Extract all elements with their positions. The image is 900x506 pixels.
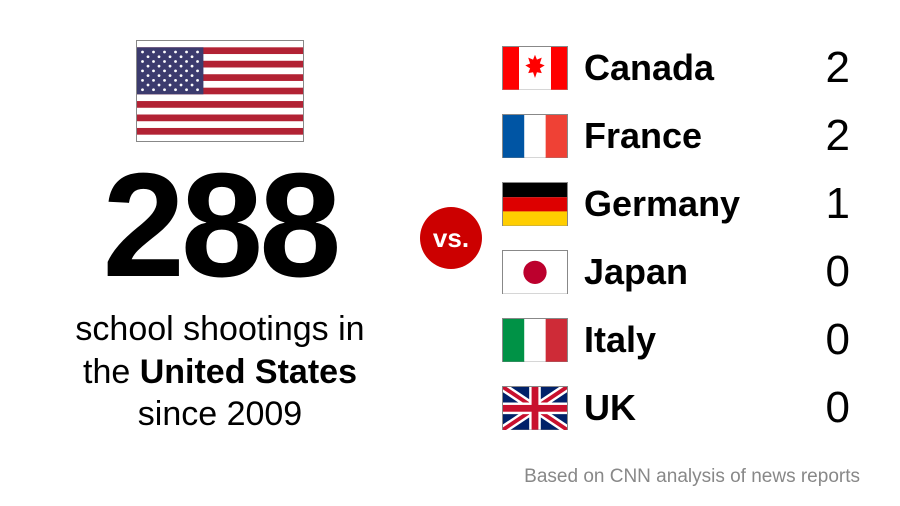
us-panel: 288 school shootings in the United State… [40,40,400,436]
country-name: Japan [584,251,688,293]
country-row: UK 0 [502,374,860,442]
country-value: 0 [826,315,860,365]
country-row: France 2 [502,102,860,170]
country-left: Germany [502,182,740,226]
germany-flag-icon [502,182,568,226]
country-value: 2 [826,43,860,93]
italy-flag-icon [502,318,568,362]
country-value: 0 [826,383,860,433]
country-value: 2 [826,111,860,161]
source-note: Based on CNN analysis of news reports [524,466,860,488]
country-row: Canada 2 [502,34,860,102]
subtext-line3: since 2009 [138,395,302,433]
infographic-container: 288 school shootings in the United State… [0,0,900,506]
canada-flag-icon [502,46,568,90]
country-name: UK [584,387,636,429]
country-name: Canada [584,47,714,89]
country-row: Japan 0 [502,238,860,306]
japan-flag-icon [502,250,568,294]
country-left: UK [502,386,636,430]
vs-badge: vs. [420,207,482,269]
us-flag-icon [136,40,304,142]
country-name: France [584,115,702,157]
country-left: Italy [502,318,656,362]
country-left: France [502,114,702,158]
subtext-line2-pre: the [83,353,140,391]
countries-panel: Canada 2 France 2 Germany 1 Japan 0 Ital… [502,34,860,442]
uk-flag-icon [502,386,568,430]
france-flag-icon [502,114,568,158]
subtext-line1: school shootings in [75,310,364,348]
country-name: Germany [584,183,740,225]
subtext-line2-bold: United States [140,353,357,391]
country-left: Canada [502,46,714,90]
country-name: Italy [584,319,656,361]
country-value: 1 [826,179,860,229]
country-row: Germany 1 [502,170,860,238]
country-row: Italy 0 [502,306,860,374]
vs-label: vs. [433,223,469,254]
country-value: 0 [826,247,860,297]
us-subtext: school shootings in the United States si… [75,308,364,436]
us-count: 288 [103,152,338,300]
country-left: Japan [502,250,688,294]
